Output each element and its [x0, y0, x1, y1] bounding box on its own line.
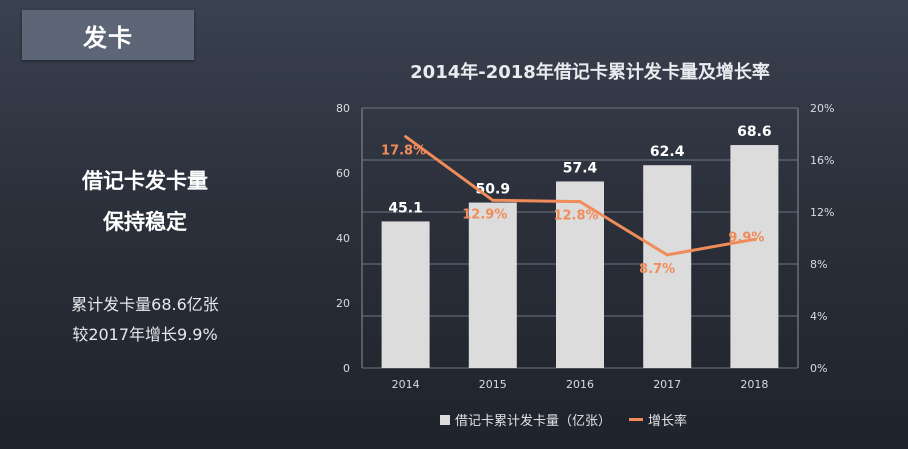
summary-line-2: 较2017年增长9.9% [72, 325, 218, 344]
y-tick-label: 60 [336, 167, 350, 180]
chart-legend: 借记卡累计发卡量（亿张） 增长率 [440, 410, 840, 429]
bar [643, 165, 692, 368]
growth-rate-point [491, 198, 495, 202]
bar-value-label: 68.6 [737, 124, 772, 140]
legend-bar-swatch [440, 414, 450, 425]
y2-tick-label: 12% [810, 206, 834, 219]
growth-rate-point [752, 237, 756, 241]
legend-line-swatch [629, 418, 644, 421]
bar-value-label: 45.1 [388, 200, 423, 216]
section-title: 发卡 [22, 10, 194, 60]
y2-tick-label: 16% [810, 154, 834, 167]
bar [468, 202, 517, 368]
headline-line-1: 借记卡发卡量 [82, 169, 208, 193]
growth-rate-label: 9.9% [728, 230, 764, 245]
y-tick-label: 20 [336, 297, 350, 310]
bar-value-label: 50.9 [476, 182, 511, 198]
summary-line-1: 累计发卡量68.6亿张 [71, 295, 219, 314]
legend-item-line: 增长率 [629, 410, 687, 429]
y2-tick-label: 8% [810, 258, 827, 271]
bar-value-label: 62.4 [650, 144, 685, 160]
x-tick-label: 2017 [653, 378, 681, 391]
x-tick-label: 2016 [566, 378, 594, 391]
legend-bar-label: 借记卡累计发卡量（亿张） [455, 414, 612, 429]
y-tick-label: 80 [336, 102, 350, 115]
chart-title: 2014年-2018年借记卡累计发卡量及增长率 [410, 62, 770, 83]
x-tick-label: 2015 [479, 378, 507, 391]
growth-rate-point [665, 253, 669, 257]
y-tick-label: 0 [343, 362, 350, 375]
y2-tick-label: 0% [810, 362, 827, 375]
x-tick-label: 2014 [392, 378, 420, 391]
growth-rate-label: 12.8% [553, 209, 598, 224]
growth-rate-point [404, 135, 408, 139]
growth-rate-label: 17.8% [381, 144, 426, 159]
growth-rate-label: 8.7% [639, 262, 675, 277]
bar [730, 145, 779, 368]
headline-line-2: 保持稳定 [103, 210, 187, 234]
growth-rate-point [578, 200, 582, 204]
legend-item-bar: 借记卡累计发卡量（亿张） [440, 410, 611, 429]
y2-tick-label: 20% [810, 102, 834, 115]
y-tick-label: 40 [336, 232, 350, 245]
bar-value-label: 57.4 [563, 160, 598, 176]
legend-line-label: 增长率 [648, 414, 688, 429]
bar [381, 221, 430, 368]
y2-tick-label: 4% [810, 310, 827, 323]
growth-rate-label: 12.9% [462, 207, 507, 222]
x-tick-label: 2018 [740, 378, 768, 391]
